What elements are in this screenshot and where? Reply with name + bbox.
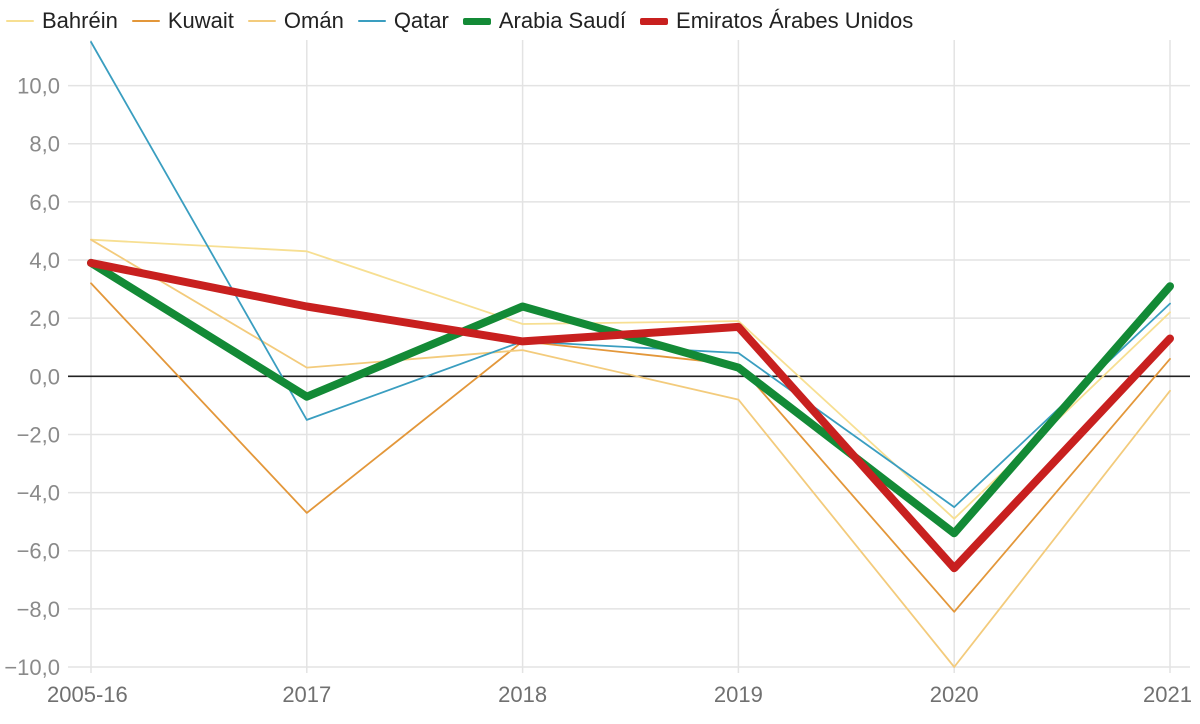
series-line: [90, 238, 1171, 520]
legend-label: Emiratos Árabes Unidos: [676, 8, 914, 33]
legend-swatch: [6, 20, 34, 22]
legend-item: Qatar: [357, 8, 449, 34]
x-tick-label: 2005-16: [47, 682, 128, 707]
y-tick-label: −6,0: [17, 539, 60, 564]
series-line: [90, 282, 1171, 613]
legend-label: Kuwait: [167, 8, 234, 33]
y-tick-label: 8,0: [29, 132, 60, 157]
x-tick-label: 2019: [714, 682, 763, 707]
x-tick-label: 2017: [282, 682, 331, 707]
legend-swatch: [357, 20, 386, 22]
y-tick-label: 2,0: [29, 306, 60, 331]
legend-label: Omán: [283, 8, 344, 33]
y-tick-label: −8,0: [17, 597, 60, 622]
y-tick-label: −2,0: [17, 422, 60, 447]
series-line: [87, 258, 1174, 573]
x-tick-label: 2020: [930, 682, 979, 707]
y-tick-label: −4,0: [17, 481, 60, 506]
legend: Bahréin Kuwait Omán Qatar Arabia Saudí Emirat…: [0, 4, 927, 38]
legend-swatch: [131, 20, 160, 22]
legend-label: Qatar: [393, 8, 449, 33]
legend-swatch: [462, 17, 491, 25]
legend-item: Emiratos Árabes Unidos: [640, 8, 913, 34]
x-tick-label: 2021: [1143, 682, 1192, 707]
legend-item: Kuwait: [131, 8, 234, 34]
y-tick-label: 6,0: [29, 190, 60, 215]
y-tick-label: −10,0: [4, 655, 60, 680]
y-tick-label: 10,0: [17, 74, 60, 99]
series-line: [90, 41, 1171, 509]
legend-swatch: [247, 20, 276, 22]
legend-label: Arabia Saudí: [498, 8, 627, 33]
legend-item: Bahréin: [6, 8, 118, 34]
y-tick-label: 0,0: [29, 364, 60, 389]
series-line: [90, 238, 1171, 668]
legend-swatch: [640, 17, 669, 25]
y-tick-label: 4,0: [29, 248, 60, 273]
x-tick-label: 2018: [498, 682, 547, 707]
legend-label: Bahréin: [42, 8, 118, 33]
legend-item: Arabia Saudí: [462, 8, 627, 34]
legend-item: Omán: [247, 8, 344, 34]
